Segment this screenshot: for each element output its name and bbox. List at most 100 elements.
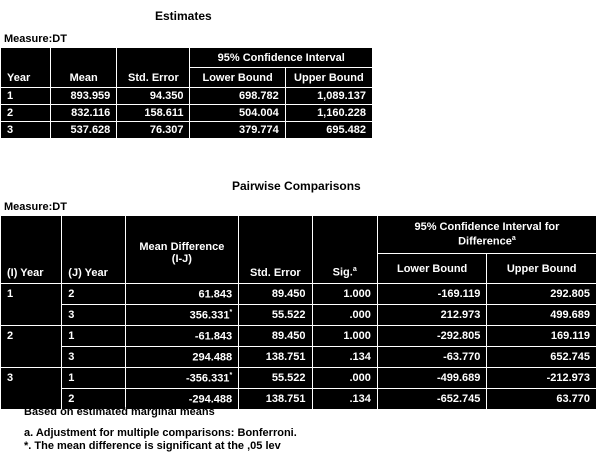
cell-std-error: 55.522 [238,367,313,389]
cell-std-error: 89.450 [238,325,313,347]
cell-mean-difference: 61.843 [124,283,240,305]
mean-diff-label-line2: (I-J) [171,253,192,265]
md-star: * [229,308,233,316]
col-header-std-error: Std. Error [238,215,313,284]
table-row: 1 893.959 94.350 698.782 1,089.137 [0,87,374,105]
cell-lower-bound: -292.805 [376,325,488,347]
col-header-ci: 95% Confidence Interval [189,47,373,68]
cell-lower-bound: -652.745 [376,388,488,410]
cell-sig: .134 [311,388,378,410]
cell-sig: 1.000 [311,283,378,305]
cell-mean: 537.628 [50,121,118,139]
cell-lower-bound: 212.973 [376,304,488,326]
cell-upper-bound: 292.805 [486,283,597,305]
cell-upper-bound: 695.482 [284,121,374,139]
cell-lower-bound: 504.004 [189,104,286,122]
cell-lower-bound: -499.689 [376,367,488,389]
cell-lower-bound: -63.770 [376,346,488,368]
table-row: 2 832.116 158.611 504.004 1,160.228 [0,104,374,122]
table-row: 3 294.488 138.751 .134 -63.770 652.745 [0,346,597,368]
cell-mean-difference: 294.488 [124,346,240,368]
cell-i-year: 3 [0,367,63,389]
estimates-measure: Measure:DT [4,33,67,45]
cell-sig: .000 [311,304,378,326]
ci-label-line2: Difference [458,235,512,248]
md-star: * [229,371,233,379]
cell-std-error: 138.751 [238,388,313,410]
cell-mean: 832.116 [50,104,118,122]
col-header-i-year: (I) Year [0,215,63,284]
footnote-based: Based on estimated marginal means [24,406,215,418]
cell-mean-difference: -356.331* [124,367,240,389]
col-header-year: Year [0,47,52,88]
pairwise-measure: Measure:DT [4,201,67,213]
cell-year: 1 [0,87,52,105]
cell-mean-difference: 356.331* [124,304,240,326]
table-row: 2 1 -61.843 89.450 1.000 -292.805 169.11… [0,325,597,347]
cell-std-error: 55.522 [238,304,313,326]
cell-sig: 1.000 [311,325,378,347]
estimates-header-row: Year Mean Std. Error 95% Confidence Inte… [0,47,373,88]
cell-i-year: 1 [0,283,63,305]
table-row: 3 356.331* 55.522 .000 212.973 499.689 [0,304,597,326]
cell-year: 3 [0,121,52,139]
col-header-upper-bound: Upper Bound [284,67,374,88]
cell-std-error: 138.751 [238,346,313,368]
table-row: 1 2 61.843 89.450 1.000 -169.119 292.805 [0,283,597,305]
ci-label-line1: 95% Confidence Interval for [414,221,560,234]
estimates-table: Year Mean Std. Error 95% Confidence Inte… [0,47,374,139]
footnote-adjustment: a. Adjustment for multiple comparisons: … [24,427,297,439]
cell-j-year: 3 [61,346,126,368]
col-header-sig: Sig.a [311,215,378,284]
cell-lower-bound: 698.782 [189,87,286,105]
cell-j-year: 1 [61,367,126,389]
cell-i-year [0,346,63,368]
cell-upper-bound: 1,089.137 [284,87,374,105]
cell-mean-difference: -294.488 [124,388,240,410]
cell-mean-difference: -61.843 [124,325,240,347]
cell-sig: .000 [311,367,378,389]
col-header-std-error: Std. Error [116,47,191,88]
cell-std-error: 158.611 [116,104,191,122]
cell-i-year: 2 [0,325,63,347]
cell-std-error: 94.350 [116,87,191,105]
pairwise-header-row: (I) Year (J) Year Mean Difference (I-J) … [0,215,598,284]
table-row: 2 -294.488 138.751 .134 -652.745 63.770 [0,388,597,410]
cell-year: 2 [0,104,52,122]
ci-sup: a [511,235,516,243]
estimates-title: Estimates [155,9,212,23]
sig-sup: a [352,266,357,274]
cell-j-year: 1 [61,325,126,347]
md-value: -356.331 [186,372,230,385]
md-value: -61.843 [194,330,233,343]
cell-lower-bound: -169.119 [376,283,488,305]
cell-sig: .134 [311,346,378,368]
col-header-upper-bound: Upper Bound [486,253,597,284]
cell-upper-bound: -212.973 [486,367,597,389]
table-row: 3 1 -356.331* 55.522 .000 -499.689 -212.… [0,367,597,389]
pairwise-table: (I) Year (J) Year Mean Difference (I-J) … [0,215,598,410]
cell-lower-bound: 379.774 [189,121,286,139]
cell-mean: 893.959 [50,87,118,105]
cell-upper-bound: 63.770 [486,388,597,410]
table-row: 3 537.628 76.307 379.774 695.482 [0,121,374,139]
footnote-significance: *. The mean difference is significant at… [24,440,281,452]
col-header-ci: 95% Confidence Interval for Differencea [376,215,598,254]
cell-j-year: 2 [61,283,126,305]
cell-std-error: 76.307 [116,121,191,139]
col-header-mean-difference: Mean Difference (I-J) [124,215,240,284]
cell-j-year: 2 [61,388,126,410]
cell-j-year: 3 [61,304,126,326]
sig-label: Sig. [332,267,353,279]
md-value: -294.488 [188,393,233,406]
col-header-mean: Mean [50,47,118,88]
cell-upper-bound: 499.689 [486,304,597,326]
cell-upper-bound: 1,160.228 [284,104,374,122]
cell-i-year [0,304,63,326]
cell-upper-bound: 169.119 [486,325,597,347]
md-value: 356.331 [189,309,230,322]
cell-upper-bound: 652.745 [486,346,597,368]
md-value: 61.843 [198,288,233,301]
md-value: 294.488 [192,351,233,364]
col-header-lower-bound: Lower Bound [376,253,488,284]
